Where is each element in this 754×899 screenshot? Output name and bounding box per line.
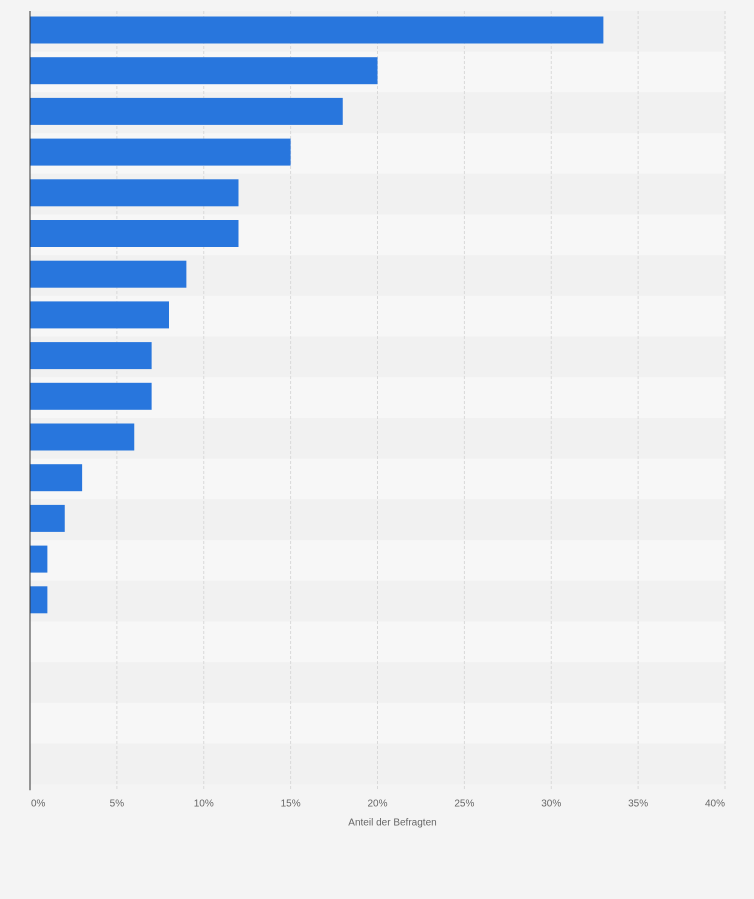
bar-6[interactable]: [30, 220, 239, 247]
bar-3[interactable]: [30, 97, 343, 125]
bar-12[interactable]: [30, 464, 83, 492]
x-tick-label: 30%: [541, 798, 561, 809]
x-tick-label: 5%: [110, 798, 125, 809]
x-tick-label: 20%: [367, 798, 387, 809]
bar-10[interactable]: [30, 382, 152, 410]
x-tick-label: 25%: [454, 798, 474, 809]
bar-7[interactable]: [30, 260, 187, 288]
x-tick-label: 40%: [705, 798, 725, 809]
bar-2[interactable]: [30, 57, 378, 85]
bar-8[interactable]: [30, 301, 169, 329]
x-tick-label: 10%: [194, 798, 214, 809]
bar-9[interactable]: [30, 342, 152, 370]
bar-13[interactable]: [30, 504, 65, 532]
bar-15[interactable]: [30, 586, 48, 614]
bar-4[interactable]: [30, 138, 291, 166]
bar-1[interactable]: [30, 16, 604, 44]
bar-14[interactable]: [30, 545, 48, 573]
x-tick-label: 0%: [31, 798, 46, 809]
bar-5[interactable]: [30, 179, 239, 207]
bar-11[interactable]: [30, 423, 135, 451]
bars: [30, 16, 604, 614]
x-axis-ticks: 0% 5% 10% 15% 20% 25% 30% 35% 40%: [31, 798, 725, 809]
x-tick-label: 15%: [281, 798, 301, 809]
x-axis-title: Anteil der Befragten: [348, 817, 436, 828]
x-tick-label: 35%: [628, 798, 648, 809]
